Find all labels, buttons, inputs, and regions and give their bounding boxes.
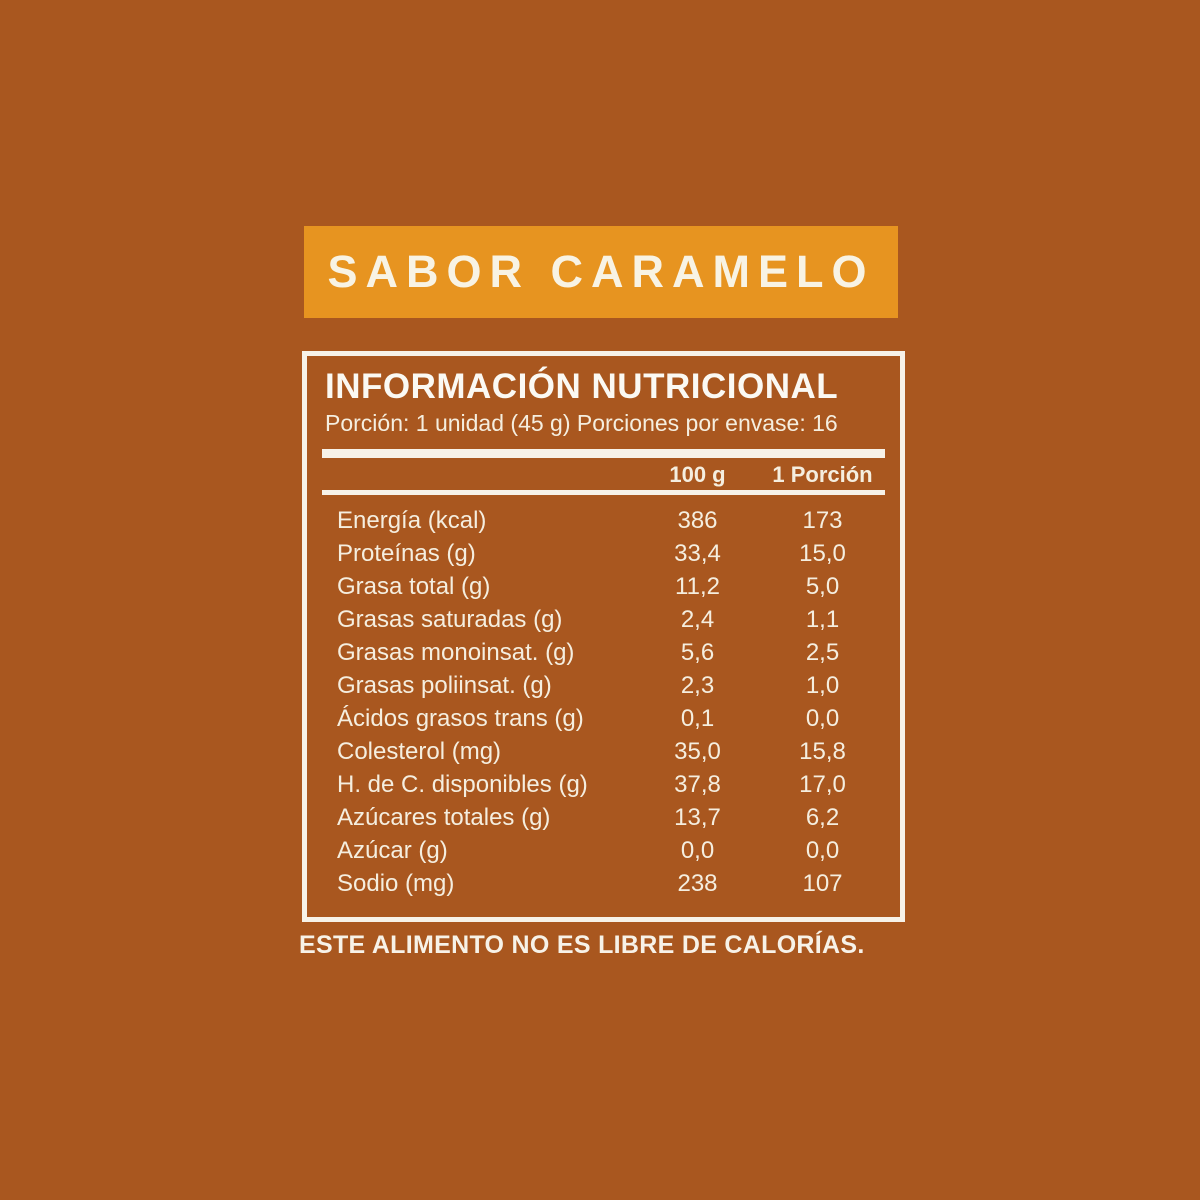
nutrient-label: Ácidos grasos trans (g): [337, 705, 584, 732]
value-portion: 5,0: [805, 573, 840, 600]
value-100g: 0,0: [680, 837, 715, 864]
table-row: Azúcar (g) 0,0 0,0: [307, 834, 900, 867]
value-100g: 0,1: [680, 705, 715, 732]
value-100g: 33,4: [674, 540, 721, 567]
table-row: Grasa total (g) 11,2 5,0: [307, 570, 900, 603]
serving-info: Porción: 1 unidad (45 g) Porciones por e…: [325, 410, 838, 436]
value-portion: 173: [802, 507, 843, 534]
value-100g: 238: [677, 870, 718, 897]
column-header-100g: 100 g: [669, 462, 726, 487]
table-row: Proteínas (g) 33,4 15,0: [307, 537, 900, 570]
value-100g: 386: [677, 507, 718, 534]
value-100g: 2,4: [680, 606, 715, 633]
nutrient-label: Azúcar (g): [337, 837, 448, 864]
nutrient-label: Grasas monoinsat. (g): [337, 639, 575, 666]
value-100g: 11,2: [675, 573, 720, 600]
calorie-disclaimer: ESTE ALIMENTO NO ES LIBRE DE CALORÍAS.: [299, 931, 865, 959]
nutrient-label: Proteínas (g): [337, 540, 476, 567]
value-portion: 1,1: [805, 606, 840, 633]
value-portion: 107: [802, 870, 843, 897]
value-100g: 5,6: [680, 639, 715, 666]
value-portion: 6,2: [805, 804, 840, 831]
table-row: Sodio (mg) 238 107: [307, 867, 900, 900]
value-portion: 15,0: [799, 540, 846, 567]
table-row: Energía (kcal) 386 173: [307, 504, 900, 537]
divider-thick: [322, 449, 885, 458]
header-spacer: [337, 460, 635, 490]
nutrition-table: Energía (kcal) 386 173 Proteínas (g) 33,…: [307, 504, 900, 900]
nutrient-label: H. de C. disponibles (g): [337, 771, 588, 798]
nutrient-label: Energía (kcal): [337, 507, 487, 534]
nutrition-facts-panel: INFORMACIÓN NUTRICIONAL Porción: 1 unida…: [302, 351, 905, 922]
nutrient-label: Grasas saturadas (g): [337, 606, 563, 633]
table-row: Grasas monoinsat. (g) 5,6 2,5: [307, 636, 900, 669]
nutrient-label: Grasas poliinsat. (g): [337, 672, 552, 699]
nutrient-label: Azúcares totales (g): [337, 804, 551, 831]
value-100g: 13,7: [674, 804, 721, 831]
value-portion: 0,0: [805, 705, 840, 732]
nutrient-label: Sodio (mg): [337, 870, 455, 897]
table-row: Ácidos grasos trans (g) 0,1 0,0: [307, 702, 900, 735]
column-header-portion: 1 Porción: [772, 462, 873, 487]
divider-thin: [322, 490, 885, 495]
value-100g: 2,3: [680, 672, 715, 699]
value-portion: 1,0: [805, 672, 840, 699]
value-portion: 2,5: [805, 639, 840, 666]
nutrient-label: Grasa total (g): [337, 573, 491, 600]
table-row: H. de C. disponibles (g) 37,8 17,0: [307, 768, 900, 801]
table-row: Azúcares totales (g) 13,7 6,2: [307, 801, 900, 834]
table-row: Grasas poliinsat. (g) 2,3 1,0: [307, 669, 900, 702]
table-row: Colesterol (mg) 35,0 15,8: [307, 735, 900, 768]
nutrient-label: Colesterol (mg): [337, 738, 502, 765]
flavor-banner: SABOR CARAMELO: [304, 226, 898, 318]
value-100g: 37,8: [674, 771, 721, 798]
table-row: Grasas saturadas (g) 2,4 1,1: [307, 603, 900, 636]
nutrition-facts-title: INFORMACIÓN NUTRICIONAL: [325, 367, 839, 406]
value-portion: 17,0: [799, 771, 846, 798]
flavor-banner-label: SABOR CARAMELO: [327, 246, 875, 297]
value-portion: 0,0: [805, 837, 840, 864]
value-100g: 35,0: [674, 738, 721, 765]
table-header-row: 100 g 1 Porción: [307, 460, 900, 490]
value-portion: 15,8: [799, 738, 846, 765]
